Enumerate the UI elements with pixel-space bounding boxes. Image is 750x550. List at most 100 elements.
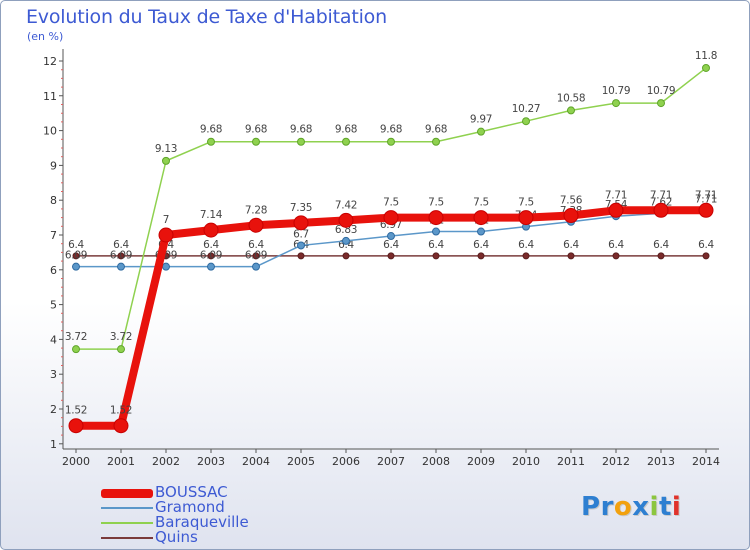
data-label-gramond: 6.09: [200, 250, 222, 262]
data-point-quins: [432, 252, 440, 260]
data-label-boussac: 7.71: [695, 189, 717, 201]
data-point-gramond: [252, 262, 260, 271]
data-point-quins: [657, 252, 665, 260]
logo-letter: i: [649, 492, 659, 522]
data-point-boussac: [248, 217, 264, 233]
data-point-boussac: [338, 212, 354, 228]
data-label-baraqueville: 9.13: [155, 143, 177, 155]
logo-letter: t: [658, 492, 672, 522]
data-point-quins: [387, 252, 395, 260]
legend-swatch: [101, 522, 153, 524]
data-label-quins: 6.4: [383, 239, 399, 251]
data-label-quins: 6.4: [473, 239, 489, 251]
data-label-gramond: 6.09: [65, 250, 87, 262]
data-label-boussac: 7.5: [428, 197, 444, 209]
legend-swatch: [101, 537, 153, 539]
y-axis-unit: (en %): [27, 30, 64, 43]
data-point-quins: [342, 252, 350, 260]
data-label-boussac: 7: [163, 214, 169, 226]
y-tick-label: 9: [50, 159, 57, 172]
x-tick-label: 2004: [242, 455, 270, 468]
data-point-boussac: [653, 202, 669, 218]
data-label-gramond: 6.83: [335, 224, 357, 236]
data-label-baraqueville: 11.8: [695, 50, 717, 62]
data-label-baraqueville: 3.72: [110, 331, 132, 343]
data-point-baraqueville: [117, 345, 125, 354]
logo-letter: o: [613, 492, 633, 522]
x-tick-label: 2001: [107, 455, 135, 468]
data-point-boussac: [563, 208, 579, 224]
data-point-gramond: [207, 262, 215, 271]
data-label-baraqueville: 9.68: [380, 124, 402, 136]
data-label-boussac: 7.56: [560, 195, 583, 207]
data-label-baraqueville: 3.72: [65, 331, 87, 343]
legend-swatch: [101, 507, 153, 509]
y-tick-label: 12: [43, 55, 57, 68]
y-tick-label: 2: [50, 403, 57, 416]
data-point-baraqueville: [387, 137, 395, 146]
data-label-baraqueville: 9.68: [290, 124, 312, 136]
data-label-boussac: 7.5: [518, 197, 534, 209]
x-tick-label: 2002: [152, 455, 180, 468]
data-label-boussac: 7.5: [383, 197, 399, 209]
data-point-boussac: [608, 202, 624, 218]
data-label-gramond: 6.09: [110, 250, 132, 262]
x-tick-label: 2006: [332, 455, 360, 468]
y-tick-label: 4: [50, 333, 57, 346]
data-label-quins: 6.4: [518, 239, 534, 251]
x-tick-label: 2005: [287, 455, 315, 468]
x-tick-label: 2007: [377, 455, 405, 468]
proxiti-logo: Proxiti: [581, 492, 681, 522]
y-tick-label: 3: [50, 368, 57, 381]
data-label-baraqueville: 9.97: [470, 114, 492, 126]
y-tick-label: 8: [50, 194, 57, 207]
data-point-baraqueville: [207, 137, 215, 146]
data-point-quins: [297, 252, 305, 260]
x-tick-label: 2010: [512, 455, 540, 468]
data-point-quins: [612, 252, 620, 260]
data-label-quins: 6.4: [653, 239, 669, 251]
data-label-baraqueville: 10.79: [602, 85, 631, 97]
data-point-gramond: [117, 262, 125, 271]
y-tick-label: 7: [50, 229, 57, 242]
data-point-quins: [702, 252, 710, 260]
data-point-boussac: [293, 215, 309, 231]
logo-letter: P: [581, 492, 601, 522]
legend-label: Baraqueville: [155, 513, 249, 531]
data-point-quins: [477, 252, 485, 260]
data-point-boussac: [518, 210, 534, 226]
data-label-boussac: 7.35: [290, 202, 312, 214]
data-label-baraqueville: 9.68: [245, 124, 267, 136]
y-tick-label: 11: [43, 90, 57, 103]
data-point-quins: [522, 252, 530, 260]
data-point-baraqueville: [612, 99, 620, 108]
data-label-gramond: 6.7: [293, 228, 309, 240]
data-label-quins: 6.4: [248, 239, 264, 251]
data-point-quins: [117, 252, 125, 260]
data-label-baraqueville: 9.68: [200, 124, 222, 136]
data-label-quins: 6.4: [608, 239, 624, 251]
data-point-gramond: [297, 241, 305, 250]
data-label-baraqueville: 10.27: [512, 103, 541, 115]
data-point-quins: [207, 252, 215, 260]
data-label-boussac: 7.71: [650, 189, 672, 201]
data-label-quins: 6.4: [698, 239, 714, 251]
data-point-gramond: [72, 262, 80, 271]
data-point-gramond: [477, 227, 485, 236]
x-tick-label: 2008: [422, 455, 450, 468]
data-point-gramond: [387, 232, 395, 241]
data-label-gramond: 7.71: [695, 193, 717, 205]
data-label-baraqueville: 10.79: [647, 85, 676, 97]
data-label-baraqueville: 9.68: [425, 124, 447, 136]
chart-title: Evolution du Taux de Taxe d'Habitation: [26, 6, 387, 28]
data-label-baraqueville: 10.58: [557, 92, 586, 104]
y-tick-label: 5: [50, 299, 57, 312]
data-point-baraqueville: [297, 137, 305, 146]
data-point-baraqueville: [477, 127, 485, 136]
data-label-boussac: 7.14: [200, 209, 223, 221]
data-point-gramond: [162, 262, 170, 271]
x-tick-label: 2012: [602, 455, 630, 468]
legend-label: Quins: [155, 528, 198, 546]
